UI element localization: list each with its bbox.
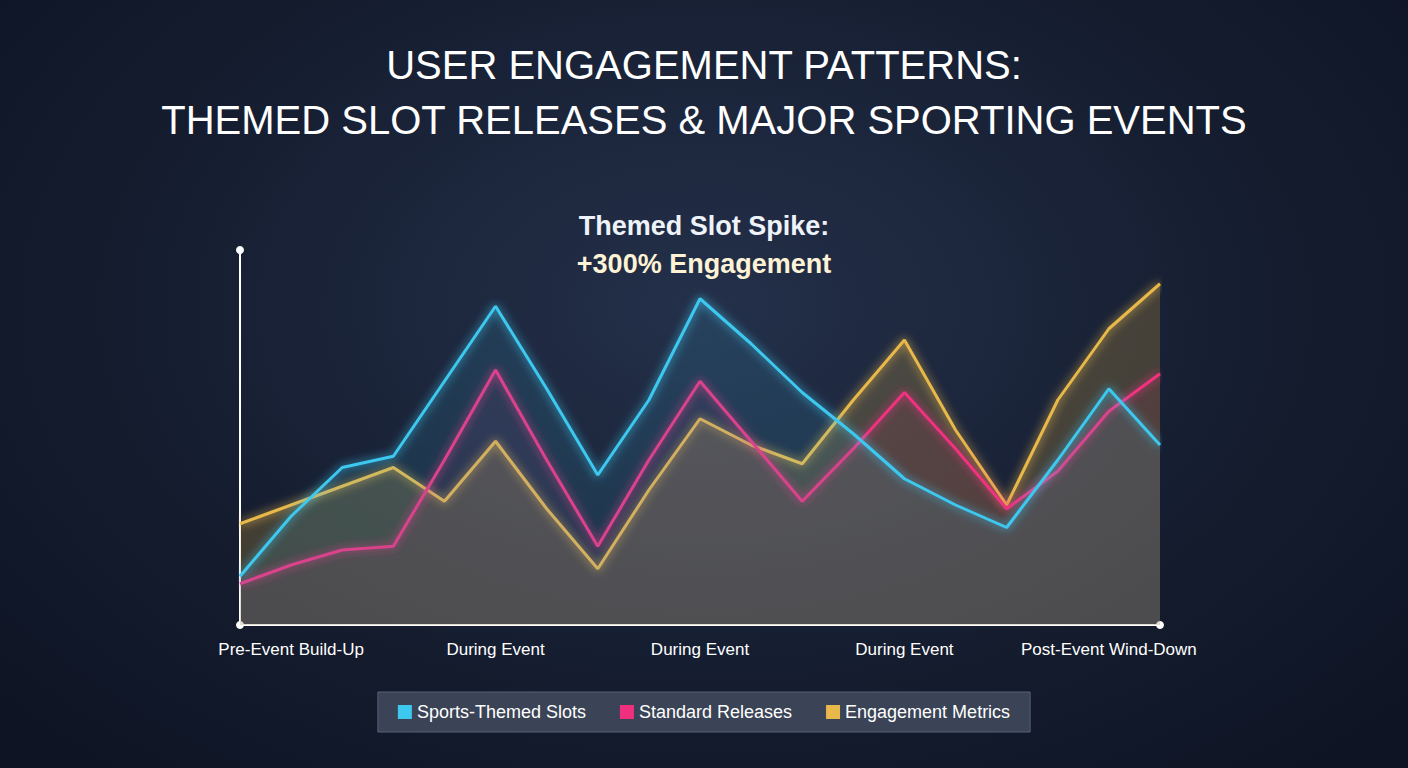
svg-text:During Event: During Event — [855, 640, 954, 659]
svg-text:USER ENGAGEMENT PATTERNS:: USER ENGAGEMENT PATTERNS: — [386, 43, 1022, 87]
svg-text:Pre-Event Build-Up: Pre-Event Build-Up — [218, 640, 364, 659]
svg-text:During Event: During Event — [446, 640, 545, 659]
svg-text:THEMED SLOT RELEASES & MAJOR S: THEMED SLOT RELEASES & MAJOR SPORTING EV… — [161, 98, 1246, 142]
svg-text:Engagement Metrics: Engagement Metrics — [845, 702, 1010, 722]
svg-text:Post-Event Wind-Down: Post-Event Wind-Down — [1021, 640, 1197, 659]
svg-text:Themed Slot Spike:: Themed Slot Spike: — [579, 211, 830, 241]
svg-text:Sports-Themed Slots: Sports-Themed Slots — [417, 702, 586, 722]
svg-text:+300% Engagement: +300% Engagement — [577, 249, 831, 279]
svg-text:Standard Releases: Standard Releases — [639, 702, 792, 722]
svg-text:During Event: During Event — [651, 640, 750, 659]
